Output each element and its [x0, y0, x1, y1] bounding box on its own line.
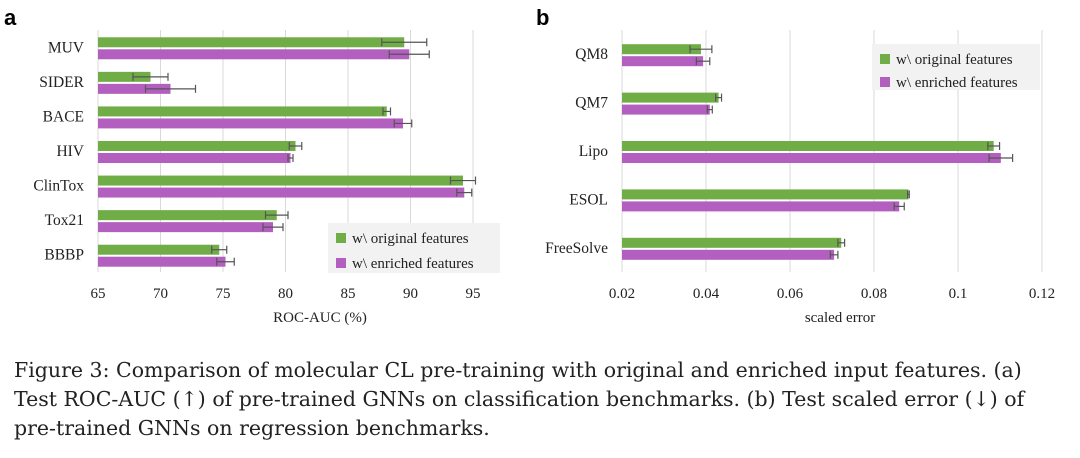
bar-a-enriched-bbbp [98, 256, 226, 267]
x-axis-title-b: scaled error [805, 310, 875, 326]
bar-a-original-sider [98, 71, 151, 82]
legend-box-a [328, 223, 500, 273]
bar-a-enriched-tox21 [98, 222, 273, 233]
x-tick-label-a-0: 65 [91, 286, 106, 302]
bar-b-enriched-qm7 [622, 104, 710, 115]
bar-a-original-tox21 [98, 210, 277, 221]
bar-b-enriched-freesolve [622, 249, 835, 260]
category-label-a-hiv: HIV [56, 143, 84, 160]
bar-a-original-bace [98, 106, 387, 117]
x-tick-label-b-3: 0.08 [861, 286, 887, 302]
category-label-a-sider: SIDER [39, 74, 84, 91]
category-label-b-esol: ESOL [569, 191, 608, 208]
x-tick-label-b-0: 0.02 [609, 286, 635, 302]
legend-swatch-b-original [880, 54, 890, 64]
x-tick-label-b-1: 0.04 [693, 286, 720, 302]
panel-a-chart: 65 70 75 80 85 90 95 ROC-AUC (%) MUV SIDER BACE HIV… [33, 30, 500, 326]
category-label-b-qm8: QM8 [575, 46, 608, 63]
category-label-b-qm7: QM7 [575, 95, 608, 112]
bar-a-enriched-hiv [98, 153, 291, 163]
category-label-a-bace: BACE [43, 108, 84, 125]
bar-b-original-lipo [622, 141, 994, 151]
x-tick-label-a-6: 95 [466, 286, 481, 302]
x-tick-label-b-4: 0.1 [949, 286, 968, 302]
bar-a-enriched-clintox [98, 187, 465, 198]
bar-b-enriched-qm8 [622, 56, 704, 67]
legend-swatch-a-original [336, 233, 346, 243]
bar-b-original-qm8 [622, 44, 701, 55]
x-tick-label-a-4: 85 [341, 286, 356, 302]
bar-b-original-freesolve [622, 237, 842, 248]
category-label-b-freesolve: FreeSolve [545, 240, 608, 257]
bar-b-enriched-esol [622, 201, 900, 212]
bar-a-enriched-sider [98, 83, 171, 94]
x-axis-title-a: ROC-AUC (%) [273, 310, 367, 326]
category-label-a-clintox: ClinTox [33, 178, 84, 195]
panel-b-letter: b [536, 5, 549, 30]
bar-a-enriched-bace [98, 118, 403, 129]
legend-label-b-enriched: w\ enriched features [896, 75, 1018, 91]
legend-swatch-b-enriched [880, 77, 890, 87]
legend-label-a-original: w\ original features [352, 231, 469, 247]
x-tick-label-b-2: 0.06 [777, 286, 804, 302]
x-tick-label-a-1: 70 [153, 286, 168, 302]
bar-a-original-bbbp [98, 244, 220, 255]
bar-b-original-qm7 [622, 92, 719, 103]
legend-label-b-original: w\ original features [896, 52, 1013, 68]
category-label-a-bbbp: BBBP [44, 247, 84, 264]
bar-b-enriched-lipo [622, 153, 1001, 163]
bar-a-enriched-muv [98, 49, 410, 60]
x-tick-label-a-3: 80 [278, 286, 293, 302]
legend-box-b [872, 44, 1040, 90]
legend-swatch-a-enriched [336, 258, 346, 268]
bar-b-original-esol [622, 189, 909, 200]
legend-a: w\ original features w\ enriched features [328, 223, 500, 273]
category-label-a-tox21: Tox21 [45, 212, 84, 229]
category-label-a-muv: MUV [48, 39, 85, 56]
panel-a-letter: a [4, 5, 17, 30]
x-tick-label-a-5: 90 [403, 286, 418, 302]
bar-a-original-hiv [98, 141, 296, 151]
legend-b: w\ original features w\ enriched features [872, 44, 1040, 91]
x-tick-label-a-2: 75 [216, 286, 231, 302]
bar-a-original-clintox [98, 175, 463, 186]
legend-label-a-enriched: w\ enriched features [352, 256, 474, 272]
panel-b-chart: 0.02 0.04 0.06 0.08 0.1 0.12 scaled error QM8 QM… [545, 30, 1055, 326]
category-label-b-lipo: Lipo [579, 143, 609, 160]
bar-a-original-muv [98, 37, 405, 48]
x-tick-label-b-5: 0.12 [1029, 286, 1055, 302]
figure-caption: Figure 3: Comparison of molecular CL pre… [14, 358, 1025, 440]
